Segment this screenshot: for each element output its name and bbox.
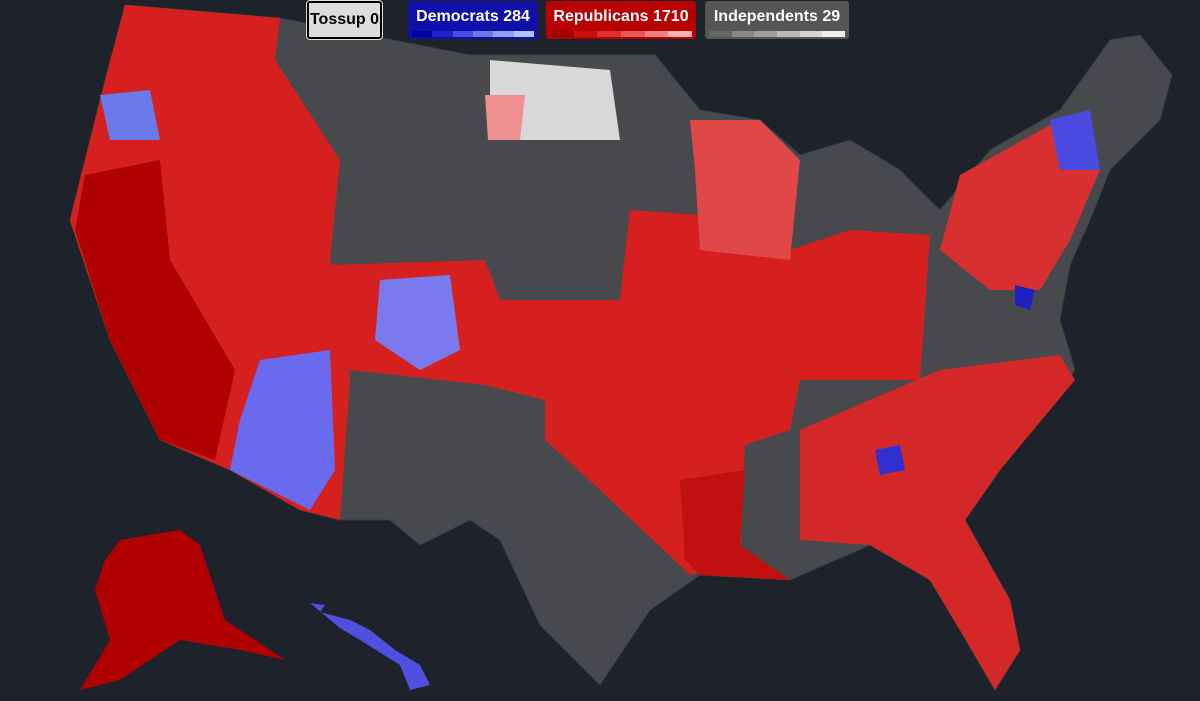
blue-colorado bbox=[375, 275, 460, 370]
region-plains bbox=[330, 210, 930, 575]
blue-maryland bbox=[1015, 285, 1035, 310]
region-louisiana bbox=[680, 470, 790, 580]
region-dakota bbox=[490, 60, 620, 140]
region-southeast bbox=[800, 355, 1075, 690]
independents-button[interactable]: Independents 29 bbox=[705, 1, 849, 39]
shade-strip bbox=[550, 31, 693, 37]
legend-count: 0 bbox=[370, 11, 380, 28]
shade-strip bbox=[412, 31, 534, 37]
republicans-button[interactable]: Republicans 1710 bbox=[546, 1, 696, 39]
legend-name: Republicans bbox=[553, 8, 649, 25]
legend-name: Tossup bbox=[309, 11, 366, 28]
tossup-button[interactable]: Tossup 0 bbox=[306, 0, 383, 40]
blue-pacific bbox=[100, 90, 160, 140]
legend-count: 1710 bbox=[653, 8, 689, 25]
blue-georgia bbox=[875, 445, 905, 475]
legend-count: 284 bbox=[503, 8, 530, 25]
legend-name: Independents bbox=[713, 8, 818, 25]
legend-name: Democrats bbox=[416, 8, 499, 25]
region-california bbox=[75, 160, 235, 460]
region-dakota-red bbox=[485, 95, 525, 140]
shade-strip bbox=[709, 31, 846, 37]
alaska bbox=[80, 530, 285, 690]
blue-new-england bbox=[1050, 110, 1100, 170]
blue-southwest bbox=[230, 350, 335, 510]
region-midwest bbox=[690, 120, 800, 260]
hawaii bbox=[310, 603, 430, 690]
democrats-button[interactable]: Democrats 284 bbox=[408, 1, 538, 39]
legend-count: 29 bbox=[822, 8, 841, 25]
